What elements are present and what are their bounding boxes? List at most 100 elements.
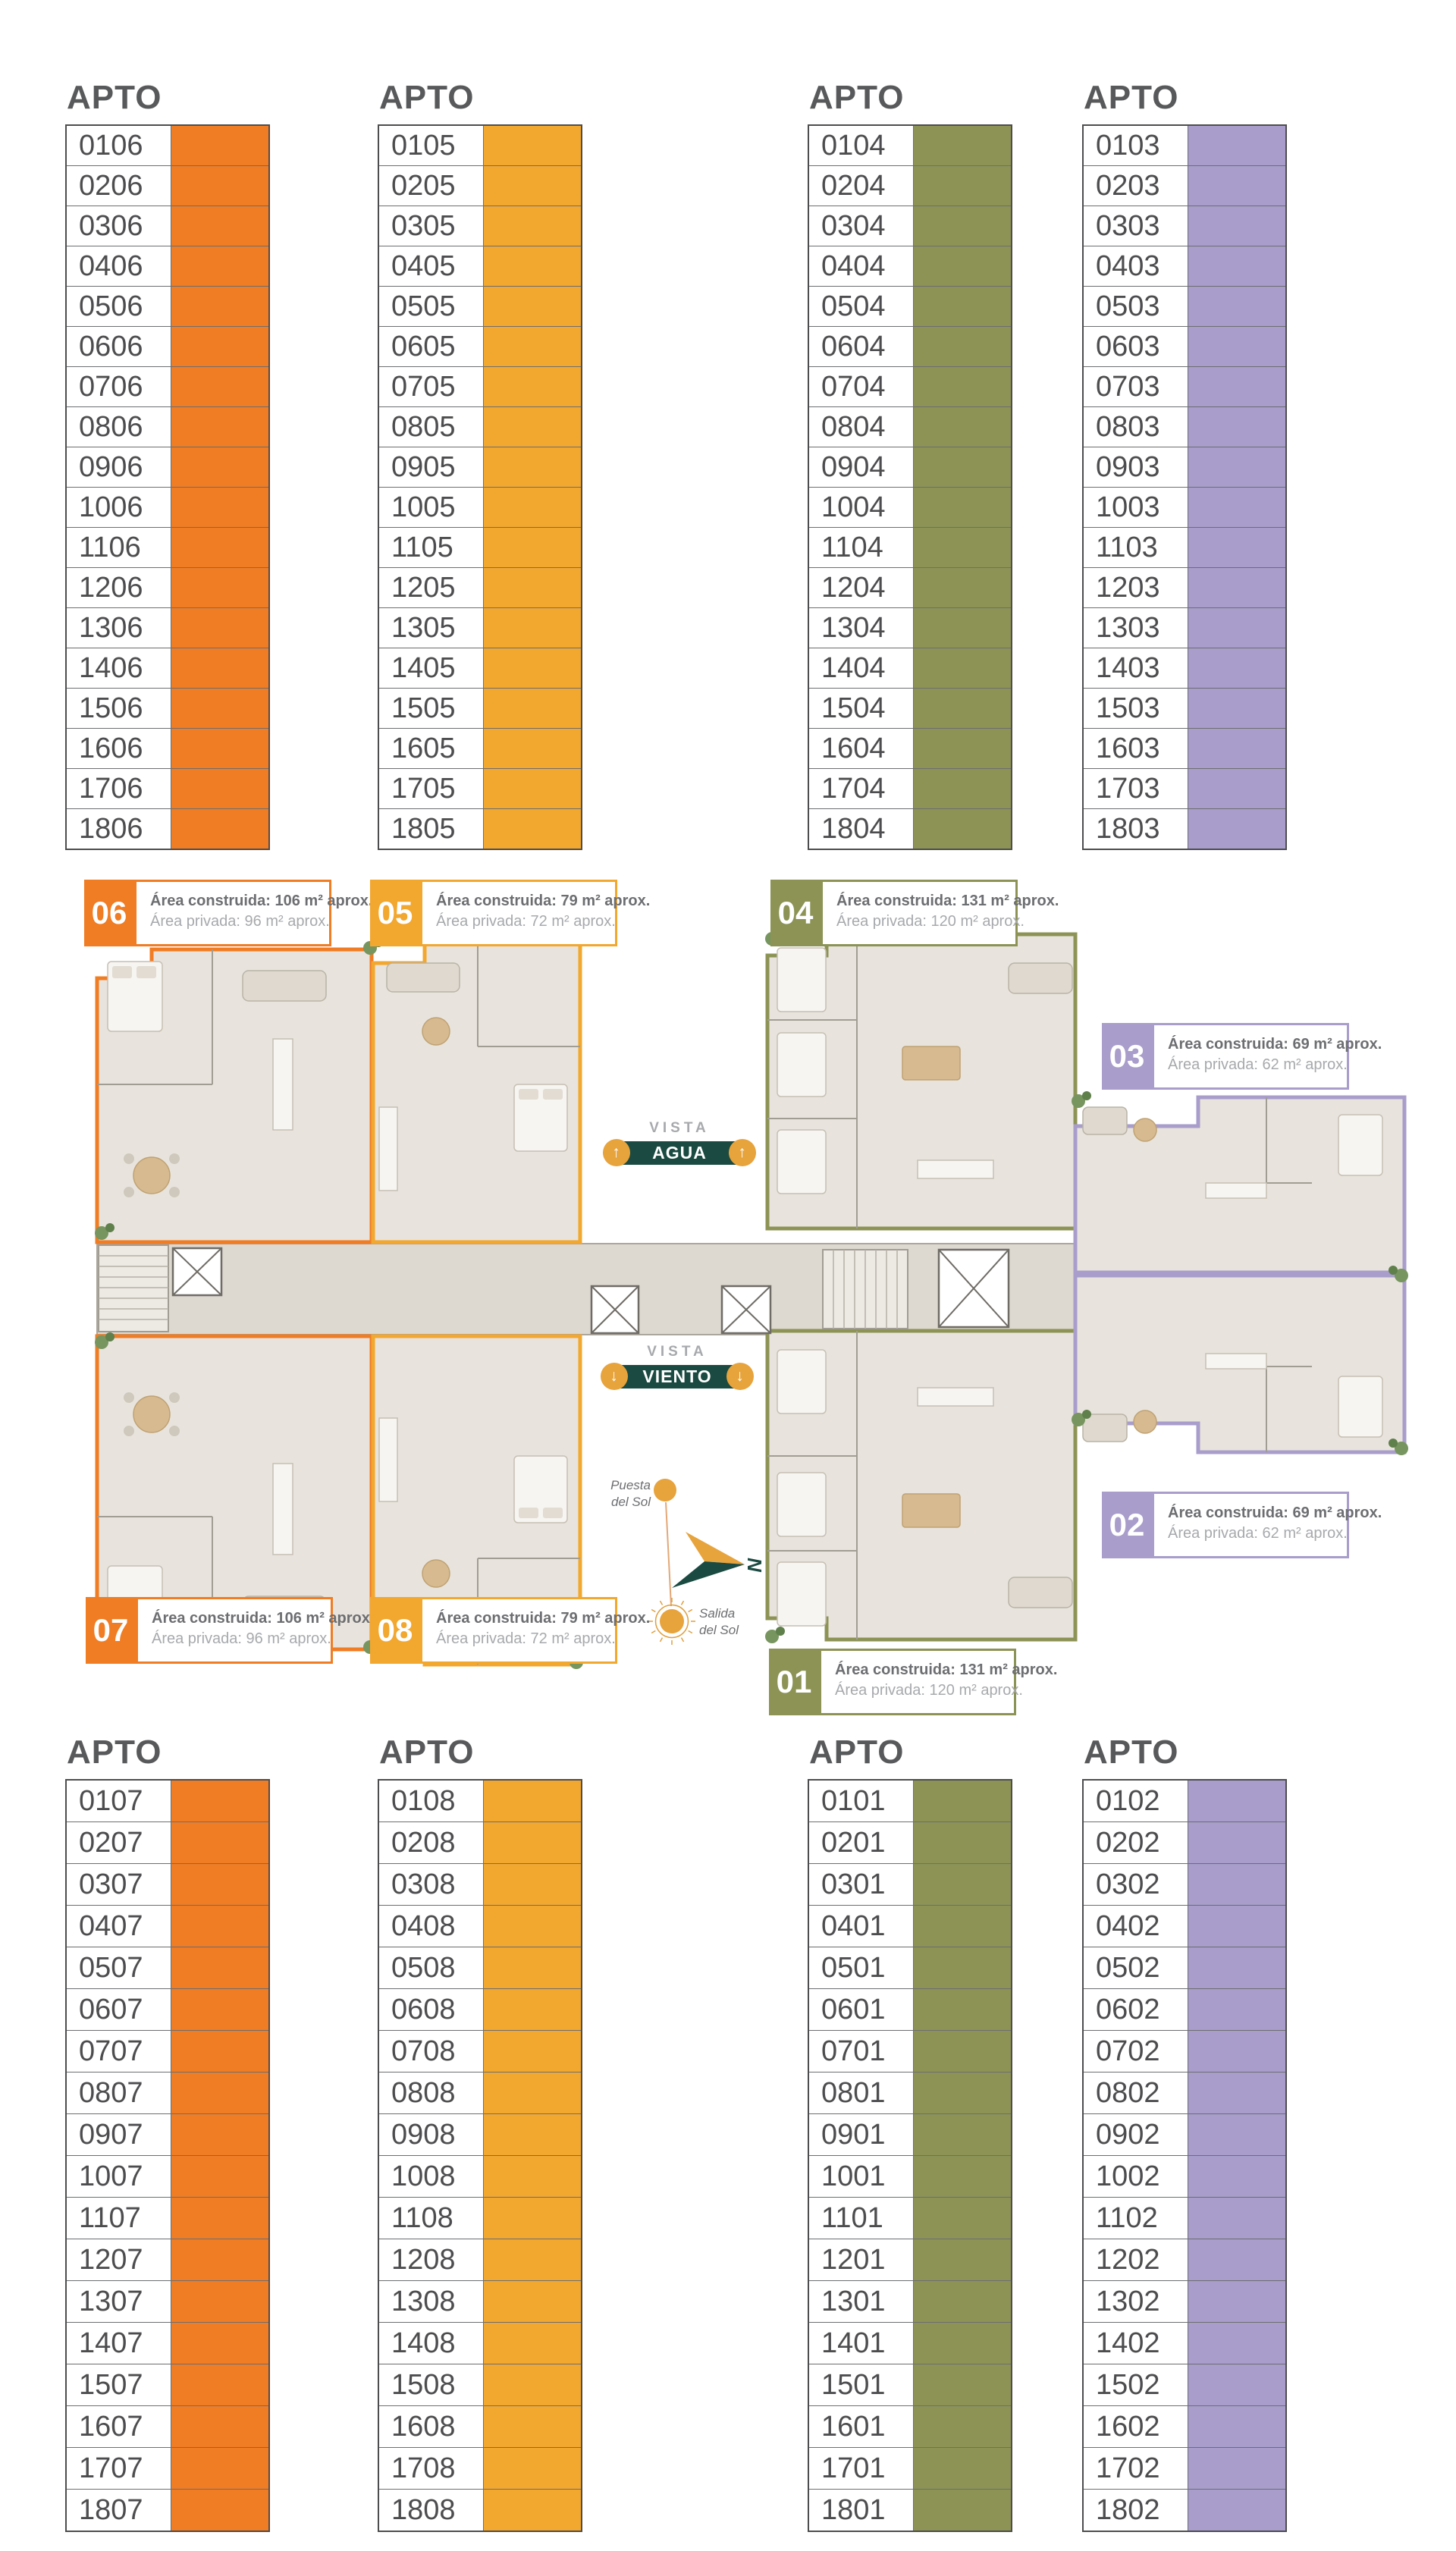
apto-color-cell	[483, 2072, 581, 2113]
floor-plan-rendering: N	[95, 929, 1408, 1669]
apto-color-cell	[1188, 2281, 1285, 2322]
apto-color-cell	[913, 367, 1011, 406]
apto-number: 1601	[809, 2406, 913, 2447]
apto-number: 0504	[809, 287, 913, 326]
unit-area-box: Área construida: 69 m² aprox. Área privad…	[1152, 1023, 1382, 1090]
apto-color-cell	[483, 2323, 581, 2364]
apto-row: 1606	[67, 728, 268, 768]
apto-number: 0806	[67, 407, 171, 447]
apto-number: 0506	[67, 287, 171, 326]
apto-color-cell	[171, 648, 268, 688]
apto-color-cell	[171, 206, 268, 246]
area-privada-text: Área privada: 96 m² aprox.	[152, 1630, 331, 1647]
apto-color-cell	[913, 568, 1011, 607]
apto-number: 0207	[67, 1822, 171, 1863]
apto-row: 1006	[67, 487, 268, 527]
arrow-down-icon: ↓	[601, 1363, 628, 1390]
apto-row: 0602	[1084, 1988, 1285, 2030]
apto-color-cell	[483, 2281, 581, 2322]
elevator-center-1	[590, 1285, 640, 1335]
apto-color-cell	[171, 729, 268, 768]
apto-number: 1104	[809, 528, 913, 567]
apto-number: 1602	[1084, 2406, 1188, 2447]
apto-color-cell	[1188, 246, 1285, 286]
apto-number: 1301	[809, 2281, 913, 2322]
apto-color-cell	[483, 2406, 581, 2447]
area-privada-text: Área privada: 72 m² aprox.	[436, 913, 616, 930]
apto-color-cell	[913, 2448, 1011, 2489]
apto-row: 1406	[67, 648, 268, 688]
apto-table-03: 0103 0203 0303 0403 0503 0603 0703 0803 0903 1003…	[1082, 124, 1287, 850]
apto-number: 1502	[1084, 2364, 1188, 2405]
apto-color-cell	[1188, 2072, 1285, 2113]
apto-number: 1107	[67, 2198, 171, 2239]
apto-table-04: 0104 0204 0304 0404 0504 0604 0704 0804 0904 1004…	[808, 124, 1012, 850]
apto-color-cell	[913, 1781, 1011, 1821]
apto-number: 1102	[1084, 2198, 1188, 2239]
apto-number: 0906	[67, 447, 171, 487]
apto-table-08: 0108 0208 0308 0408 0508 0608 0708 0808 0908 1008…	[378, 1779, 582, 2532]
apto-number: 1801	[809, 2490, 913, 2531]
area-privada-text: Área privada: 62 m² aprox.	[1168, 1525, 1348, 1542]
apto-number: 0704	[809, 367, 913, 406]
apto-row: 1503	[1084, 688, 1285, 728]
apto-row: 0104	[809, 126, 1011, 165]
apto-row: 1408	[379, 2322, 581, 2364]
apto-color-cell	[1188, 2406, 1285, 2447]
apto-row: 1403	[1084, 648, 1285, 688]
apto-row: 1003	[1084, 487, 1285, 527]
apto-color-cell	[1188, 327, 1285, 366]
apto-color-cell	[171, 287, 268, 326]
apto-row: 0904	[809, 447, 1011, 487]
apto-number: 1007	[67, 2156, 171, 2197]
apto-number: 0103	[1084, 126, 1188, 165]
apto-number: 1708	[379, 2448, 483, 2489]
apto-color-cell	[1188, 1947, 1285, 1988]
apto-row: 0803	[1084, 406, 1285, 447]
apto-color-cell	[1188, 1989, 1285, 2030]
area-privada-text: Área privada: 96 m² aprox.	[150, 913, 330, 930]
apto-table-02: 0102 0202 0302 0402 0502 0602 0702 0802 0902 1002…	[1082, 1779, 1287, 2532]
apto-row: 0503	[1084, 286, 1285, 326]
apto-table-06: 0106 0206 0306 0406 0506 0606 0706 0806 0906 1006…	[65, 124, 270, 850]
apto-number: 1006	[67, 488, 171, 527]
unit-number-badge: 07	[86, 1597, 136, 1664]
apto-color-cell	[1188, 1906, 1285, 1947]
apto-number: 0101	[809, 1781, 913, 1821]
unit-number-badge: 02	[1102, 1492, 1152, 1558]
apto-row: 1701	[809, 2447, 1011, 2489]
apto-number: 0605	[379, 327, 483, 366]
apto-color-cell	[1188, 2364, 1285, 2405]
apto-color-cell	[483, 407, 581, 447]
apto-color-cell	[483, 367, 581, 406]
apto-color-cell	[483, 1822, 581, 1863]
unit-number-badge: 01	[769, 1649, 819, 1715]
apto-row: 0102	[1084, 1781, 1285, 1821]
apto-number: 1308	[379, 2281, 483, 2322]
apto-row: 0406	[67, 246, 268, 286]
apto-number: 1807	[67, 2490, 171, 2531]
sunset-label: Puesta del Sol	[610, 1478, 651, 1510]
apto-number: 0304	[809, 206, 913, 246]
apto-row: 0205	[379, 165, 581, 206]
apto-row: 0604	[809, 326, 1011, 366]
apto-row: 0206	[67, 165, 268, 206]
apto-row: 0708	[379, 2030, 581, 2072]
apto-header: APTO	[379, 1734, 475, 1771]
apto-number: 0908	[379, 2114, 483, 2155]
apto-header: APTO	[67, 79, 162, 116]
apto-color-cell	[913, 206, 1011, 246]
apto-color-cell	[1188, 648, 1285, 688]
apto-row: 1802	[1084, 2489, 1285, 2531]
apto-row: 1501	[809, 2364, 1011, 2405]
apto-number: 0401	[809, 1906, 913, 1947]
apto-color-cell	[171, 1989, 268, 2030]
apto-row: 0608	[379, 1988, 581, 2030]
apto-row: 0607	[67, 1988, 268, 2030]
apto-row: 0801	[809, 2072, 1011, 2113]
apto-number: 0604	[809, 327, 913, 366]
apto-number: 0706	[67, 367, 171, 406]
apto-number: 1202	[1084, 2239, 1188, 2280]
apto-number: 1503	[1084, 689, 1188, 728]
apto-row: 0404	[809, 246, 1011, 286]
